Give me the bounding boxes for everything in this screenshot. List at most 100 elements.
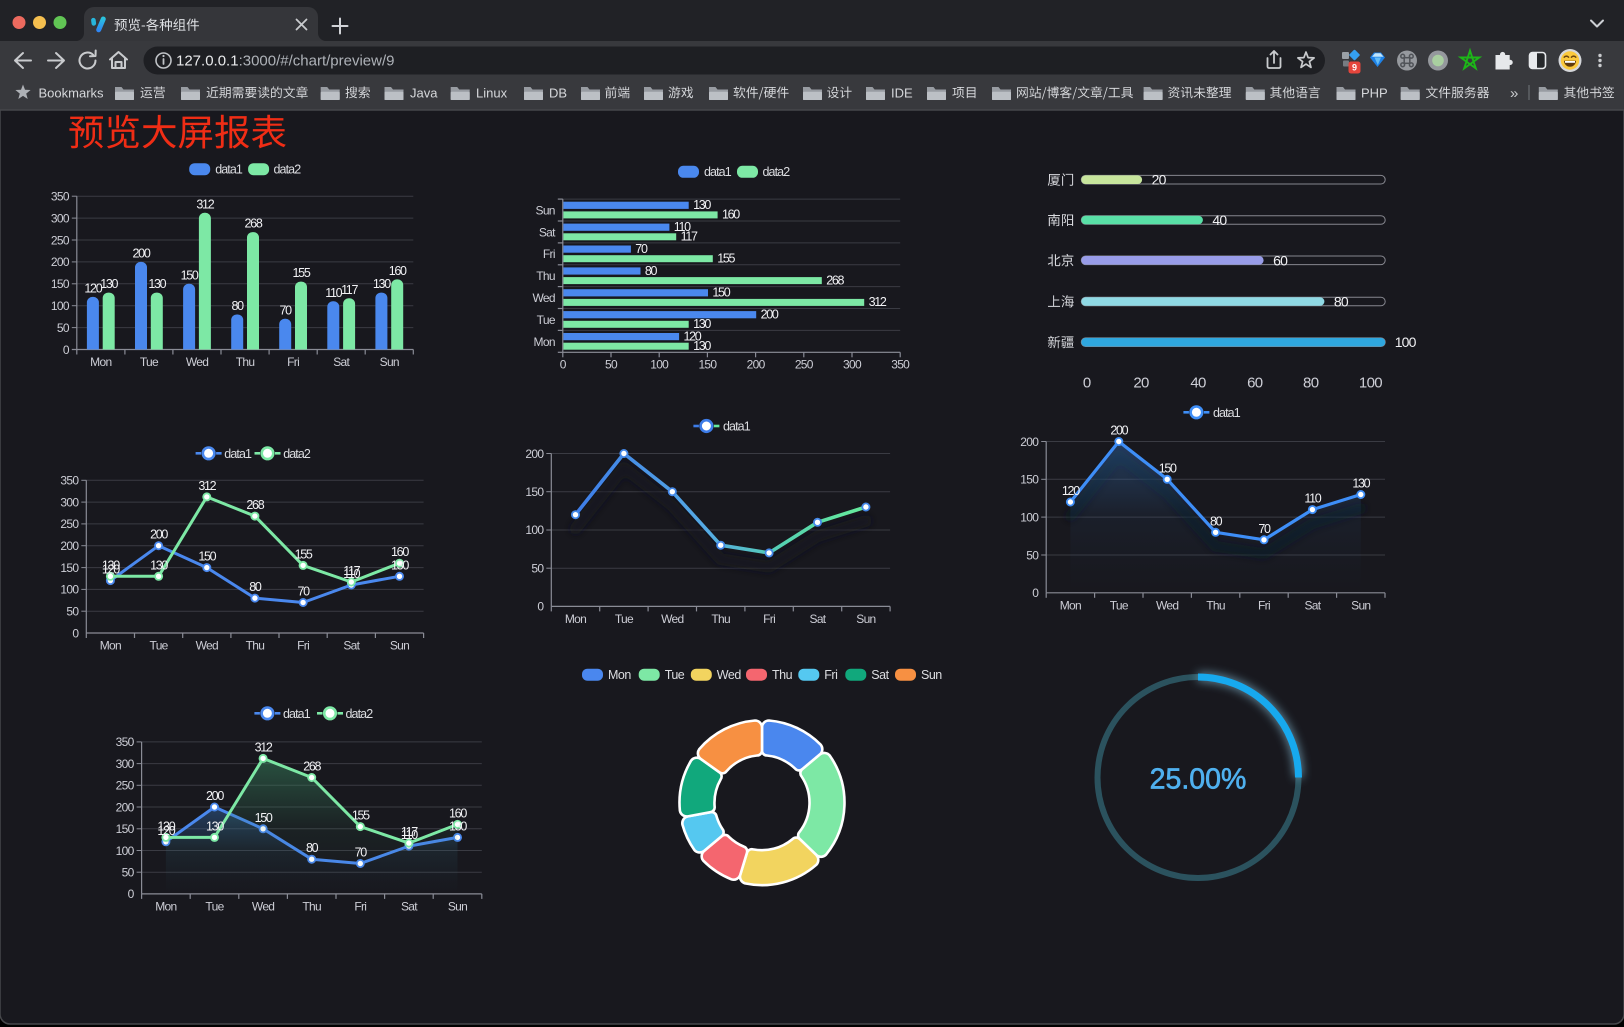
svg-text:100: 100 <box>116 844 135 858</box>
svg-text:Tue: Tue <box>665 668 685 682</box>
svg-text:data2: data2 <box>283 447 311 461</box>
svg-text:Sun: Sun <box>448 900 467 914</box>
svg-text:60: 60 <box>1247 375 1263 392</box>
svg-text:150: 150 <box>116 822 135 836</box>
svg-text:50: 50 <box>605 358 618 372</box>
svg-text:130: 130 <box>693 317 711 331</box>
svg-text:110: 110 <box>325 286 342 300</box>
svg-text:Wed: Wed <box>661 612 683 626</box>
svg-text:350: 350 <box>60 474 79 488</box>
svg-text:200: 200 <box>60 539 79 553</box>
svg-text:150: 150 <box>698 358 717 372</box>
svg-text:350: 350 <box>116 735 135 749</box>
svg-text:40: 40 <box>1212 212 1227 228</box>
svg-text:160: 160 <box>449 806 467 820</box>
svg-text:Thu: Thu <box>246 639 265 653</box>
svg-text:250: 250 <box>795 358 814 372</box>
svg-text:120: 120 <box>84 281 102 295</box>
svg-text:350: 350 <box>51 190 70 204</box>
svg-text:100: 100 <box>1359 375 1382 392</box>
svg-text:Fri: Fri <box>354 900 366 914</box>
svg-text:70: 70 <box>635 242 648 256</box>
svg-text:300: 300 <box>51 211 70 225</box>
svg-text:data1: data1 <box>1213 406 1241 420</box>
svg-text:70: 70 <box>1258 522 1271 536</box>
svg-text:120: 120 <box>684 330 702 344</box>
svg-text:Sat: Sat <box>401 900 418 914</box>
svg-text:Mon: Mon <box>608 668 631 682</box>
svg-text:50: 50 <box>57 321 70 335</box>
svg-text:130: 130 <box>102 558 120 572</box>
svg-text:DB: DB <box>549 85 567 100</box>
svg-text:Thu: Thu <box>302 900 321 914</box>
svg-text:Sun: Sun <box>1351 598 1370 612</box>
svg-text:Sat: Sat <box>810 612 827 626</box>
svg-text:Tue: Tue <box>205 900 224 914</box>
svg-text:Thu: Thu <box>1206 598 1225 612</box>
svg-text:200: 200 <box>116 800 135 814</box>
svg-text:200: 200 <box>51 255 70 269</box>
svg-text:268: 268 <box>303 760 321 774</box>
svg-text:Thu: Thu <box>536 269 555 283</box>
svg-text:250: 250 <box>51 233 70 247</box>
svg-text:PHP: PHP <box>1361 85 1388 100</box>
svg-text:Thu: Thu <box>711 612 730 626</box>
svg-text:268: 268 <box>246 498 264 512</box>
svg-text:130: 130 <box>100 277 118 291</box>
svg-text:Sun: Sun <box>856 612 875 626</box>
svg-text:100: 100 <box>650 358 669 372</box>
svg-text:130: 130 <box>373 277 391 291</box>
svg-text:300: 300 <box>60 495 79 509</box>
svg-text:80: 80 <box>249 580 262 594</box>
svg-text:160: 160 <box>722 208 740 222</box>
svg-text:Sat: Sat <box>539 225 556 239</box>
svg-text:150: 150 <box>198 550 216 564</box>
svg-text:40: 40 <box>1190 375 1206 392</box>
svg-text:50: 50 <box>66 605 79 619</box>
svg-text:70: 70 <box>280 303 293 317</box>
svg-text:Sat: Sat <box>333 355 350 369</box>
svg-text:Mon: Mon <box>100 639 121 653</box>
svg-text:130: 130 <box>157 819 175 833</box>
svg-text:130: 130 <box>693 339 711 353</box>
svg-text:0: 0 <box>1032 586 1039 600</box>
svg-text:Linux: Linux <box>476 85 508 100</box>
svg-text:Java: Java <box>410 85 438 100</box>
svg-text:117: 117 <box>341 283 358 297</box>
svg-text:data1: data1 <box>723 420 751 434</box>
svg-text:Fri: Fri <box>824 668 837 682</box>
svg-text:Fri: Fri <box>543 247 555 261</box>
svg-text:268: 268 <box>245 217 263 231</box>
svg-text:130: 130 <box>150 558 168 572</box>
svg-text:312: 312 <box>869 295 887 309</box>
svg-text:0: 0 <box>128 887 135 901</box>
svg-text:Sat: Sat <box>1304 598 1321 612</box>
svg-text:data2: data2 <box>763 165 791 179</box>
svg-text:130: 130 <box>693 198 711 212</box>
svg-text:127.0.0.1:3000/#/chart/preview: 127.0.0.1:3000/#/chart/preview/9 <box>176 53 395 70</box>
svg-text:80: 80 <box>1210 514 1223 528</box>
svg-text:312: 312 <box>255 740 273 754</box>
svg-text:70: 70 <box>355 846 368 860</box>
svg-text:300: 300 <box>116 757 135 771</box>
svg-text:250: 250 <box>60 517 79 531</box>
svg-text:160: 160 <box>391 545 409 559</box>
svg-text:250: 250 <box>116 779 135 793</box>
svg-text:Thu: Thu <box>772 668 793 682</box>
svg-text:150: 150 <box>525 485 544 499</box>
svg-text:100: 100 <box>51 299 70 313</box>
svg-text:Mon: Mon <box>534 335 555 349</box>
svg-text:50: 50 <box>122 866 135 880</box>
svg-text:Wed: Wed <box>252 900 274 914</box>
svg-text:130: 130 <box>1352 477 1370 491</box>
svg-text:268: 268 <box>826 273 844 287</box>
svg-text:80: 80 <box>232 299 245 313</box>
svg-text:80: 80 <box>1303 375 1319 392</box>
svg-text:200: 200 <box>761 308 779 322</box>
svg-text:50: 50 <box>1026 548 1039 562</box>
svg-text:Sun: Sun <box>380 355 399 369</box>
svg-text:data1: data1 <box>215 163 243 177</box>
svg-text:data1: data1 <box>704 165 732 179</box>
svg-text:Sat: Sat <box>343 639 360 653</box>
svg-text:150: 150 <box>51 277 70 291</box>
